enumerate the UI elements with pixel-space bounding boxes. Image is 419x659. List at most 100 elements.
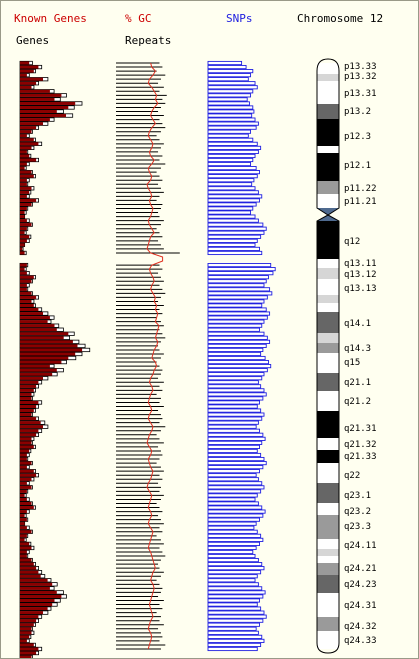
known-gene-bar (20, 445, 34, 449)
known-gene-bar (20, 190, 30, 194)
band-p13.33 (317, 63, 339, 74)
known-gene-bar (20, 570, 39, 574)
q-band (317, 295, 339, 303)
known-gene-bar (20, 566, 37, 570)
known-gene-bar (20, 582, 53, 586)
snp-bar (207, 311, 271, 316)
known-gene-bar (20, 586, 50, 590)
known-gene-bar (20, 506, 34, 510)
known-gene-bar (20, 206, 27, 211)
known-gene-bar (20, 465, 27, 469)
q-band (317, 411, 339, 438)
band-label-q24.21: q24.21 (344, 564, 377, 574)
known-gene-bar (20, 138, 34, 142)
known-gene-bar (20, 522, 25, 526)
snp-bar (207, 448, 258, 454)
snp-bar (207, 315, 268, 320)
q-band (317, 575, 339, 593)
snp-bar (207, 440, 263, 445)
centromere-lower (317, 215, 339, 221)
known-gene-bar (20, 461, 32, 465)
snp-bar (207, 230, 265, 235)
known-gene-bar (20, 295, 37, 299)
known-gene-bar (20, 348, 83, 352)
snp-bar (207, 388, 265, 393)
q-band (317, 593, 339, 617)
snp-bar (207, 586, 263, 591)
q-band (317, 303, 339, 312)
snp-bar (207, 566, 265, 571)
known-gene-bar (20, 271, 27, 275)
snp-bar (207, 178, 255, 183)
known-gene-bar (20, 279, 32, 283)
snp-bar (207, 117, 256, 122)
snp-bar (207, 558, 259, 563)
snp-density-track (207, 60, 276, 652)
snp-bar (207, 222, 264, 227)
known-gene-bar (20, 364, 50, 368)
snp-bar (207, 335, 268, 340)
known-gene-bar (20, 61, 30, 65)
snp-bar (207, 121, 259, 126)
snp-bar (207, 400, 260, 405)
q-band (317, 617, 339, 631)
snp-bar (207, 452, 262, 458)
known-gene-bar (20, 441, 32, 445)
known-gene-bar (20, 578, 48, 582)
snp-bar (207, 634, 263, 639)
known-gene-bar (20, 477, 32, 481)
snp-bar (207, 481, 263, 486)
known-gene-bar (20, 518, 27, 522)
known-gene-bar (20, 619, 37, 623)
snp-bar (207, 73, 252, 78)
known-gene-bar (20, 126, 37, 130)
known-gene-bar (20, 69, 34, 73)
repeats-header: Repeats (125, 34, 172, 47)
snp-bar (207, 202, 257, 207)
snp-bar (207, 578, 256, 583)
known-gene-bar (20, 287, 27, 291)
known-gene-bar (20, 356, 69, 360)
known-gene-bar (20, 542, 30, 546)
snp-bar (207, 101, 250, 106)
band-label-q23.1: q23.1 (344, 491, 371, 501)
snp-bar (207, 456, 265, 462)
known-gene-bar (20, 65, 39, 69)
band-label-q13.13: q13.13 (344, 284, 377, 294)
q-band (317, 353, 339, 373)
known-gene-bar (20, 166, 25, 170)
band-label-p11.22: p11.22 (344, 184, 377, 194)
snp-bar (207, 279, 267, 284)
snp-bar (207, 469, 260, 474)
snp-bar (207, 85, 258, 90)
snp-bar (207, 590, 266, 595)
snp-bar (207, 161, 252, 167)
band-label-q13.12: q13.12 (344, 270, 377, 280)
band-label-q14.1: q14.1 (344, 319, 371, 329)
snp-bar (207, 60, 243, 66)
known-gene-bar (20, 211, 25, 215)
snp-bar (207, 622, 260, 627)
snp-bar (207, 501, 259, 506)
p-arm-outline (316, 58, 340, 216)
snp-bar (207, 562, 263, 567)
snp-bar (207, 408, 262, 413)
snp-bar (207, 529, 258, 534)
snp-bar (207, 153, 256, 159)
snp-bar (207, 553, 256, 559)
known-gene-bar (20, 105, 69, 109)
known-gene-bar (20, 336, 64, 340)
snp-bar (207, 206, 254, 211)
snp-bar (207, 347, 264, 353)
known-gene-bar (20, 316, 50, 320)
snp-bar (207, 638, 265, 643)
snp-bar (207, 646, 258, 652)
known-gene-bar (20, 182, 27, 186)
snp-bar (207, 392, 267, 397)
q-band (317, 373, 339, 391)
band-label-p13.2: p13.2 (344, 107, 371, 117)
band-p12.2 (317, 146, 339, 153)
snp-bar (207, 174, 258, 179)
known-gene-bar (20, 594, 62, 598)
